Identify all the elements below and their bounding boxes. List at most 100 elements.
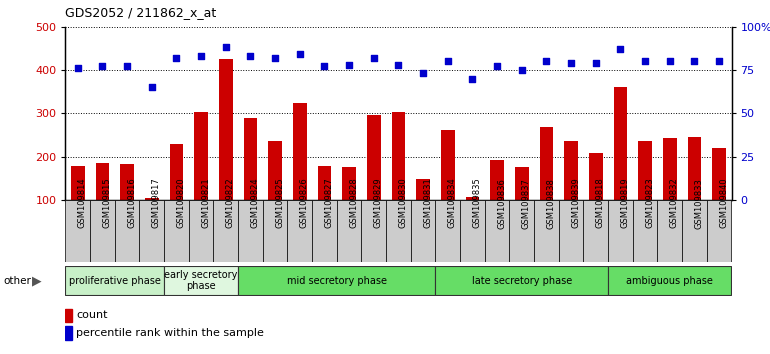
Bar: [515, 167, 528, 244]
Text: GSM109820: GSM109820: [176, 178, 186, 228]
Bar: [564, 141, 578, 244]
Text: GSM109814: GSM109814: [78, 178, 87, 228]
Text: GSM109826: GSM109826: [300, 178, 309, 228]
Point: [121, 64, 133, 69]
Point: [516, 67, 528, 73]
Point: [170, 55, 182, 61]
Text: GSM109825: GSM109825: [275, 178, 284, 228]
Bar: [663, 138, 677, 244]
Bar: [219, 59, 233, 244]
Bar: [466, 197, 479, 244]
Bar: [712, 148, 726, 244]
Bar: [688, 137, 701, 244]
Bar: [343, 167, 356, 244]
Point: [367, 55, 380, 61]
Point: [565, 60, 578, 66]
Point: [195, 53, 207, 59]
Text: GSM109818: GSM109818: [596, 178, 604, 228]
Point: [491, 64, 504, 69]
Bar: [540, 127, 554, 244]
Bar: [608, 200, 633, 262]
Bar: [485, 200, 510, 262]
Text: ambiguous phase: ambiguous phase: [626, 275, 713, 286]
Point: [467, 76, 479, 81]
Text: mid secretory phase: mid secretory phase: [286, 275, 387, 286]
Bar: [336, 200, 361, 262]
Bar: [312, 200, 336, 262]
Bar: [145, 198, 159, 244]
Text: GSM109819: GSM109819: [621, 178, 630, 228]
Bar: [436, 200, 460, 262]
Text: GSM109840: GSM109840: [719, 178, 728, 228]
Point: [269, 55, 281, 61]
Bar: [120, 165, 134, 244]
Text: GSM109835: GSM109835: [473, 178, 481, 228]
Text: ▶: ▶: [32, 274, 42, 287]
Text: late secretory phase: late secretory phase: [472, 275, 572, 286]
Bar: [263, 200, 287, 262]
Bar: [194, 112, 208, 244]
Bar: [510, 200, 534, 262]
Bar: [213, 200, 238, 262]
Text: GSM109833: GSM109833: [695, 178, 704, 229]
Bar: [293, 103, 306, 244]
Bar: [238, 266, 436, 295]
Bar: [633, 200, 658, 262]
Text: GSM109821: GSM109821: [201, 178, 210, 228]
Point: [664, 58, 676, 64]
Bar: [361, 200, 386, 262]
Text: GSM109839: GSM109839: [571, 178, 580, 228]
Bar: [243, 118, 257, 244]
Bar: [115, 200, 139, 262]
Bar: [367, 115, 380, 244]
Bar: [95, 163, 109, 244]
Point: [392, 62, 405, 68]
Point: [541, 58, 553, 64]
Bar: [638, 141, 652, 244]
Point: [293, 51, 306, 57]
Text: percentile rank within the sample: percentile rank within the sample: [76, 328, 264, 338]
Point: [318, 64, 330, 69]
Text: GSM109823: GSM109823: [645, 178, 654, 228]
Bar: [658, 200, 682, 262]
Bar: [411, 200, 436, 262]
Bar: [189, 200, 213, 262]
Bar: [65, 326, 72, 340]
Bar: [392, 113, 405, 244]
Bar: [238, 200, 263, 262]
Point: [639, 58, 651, 64]
Bar: [534, 200, 559, 262]
Point: [96, 64, 109, 69]
Bar: [460, 200, 485, 262]
Point: [713, 58, 725, 64]
Bar: [441, 130, 454, 244]
Bar: [269, 141, 282, 244]
Bar: [589, 153, 603, 244]
Bar: [90, 200, 115, 262]
Bar: [164, 200, 189, 262]
Text: GDS2052 / 211862_x_at: GDS2052 / 211862_x_at: [65, 6, 216, 19]
Text: count: count: [76, 310, 108, 320]
Text: GSM109831: GSM109831: [424, 178, 432, 228]
Bar: [490, 160, 504, 244]
Text: GSM109817: GSM109817: [152, 178, 161, 228]
Point: [590, 60, 602, 66]
Bar: [287, 200, 312, 262]
Text: GSM109836: GSM109836: [497, 178, 506, 229]
Text: GSM109829: GSM109829: [373, 178, 383, 228]
Text: proliferative phase: proliferative phase: [69, 275, 161, 286]
Text: GSM109828: GSM109828: [349, 178, 358, 228]
Point: [72, 65, 84, 71]
Text: GSM109824: GSM109824: [250, 178, 259, 228]
Bar: [584, 200, 608, 262]
Bar: [65, 309, 72, 322]
Bar: [559, 200, 584, 262]
Text: GSM109815: GSM109815: [102, 178, 112, 228]
Point: [244, 53, 256, 59]
Point: [343, 62, 355, 68]
Bar: [71, 166, 85, 244]
Bar: [436, 266, 608, 295]
Text: GSM109827: GSM109827: [324, 178, 333, 228]
Text: GSM109816: GSM109816: [127, 178, 136, 228]
Bar: [386, 200, 411, 262]
